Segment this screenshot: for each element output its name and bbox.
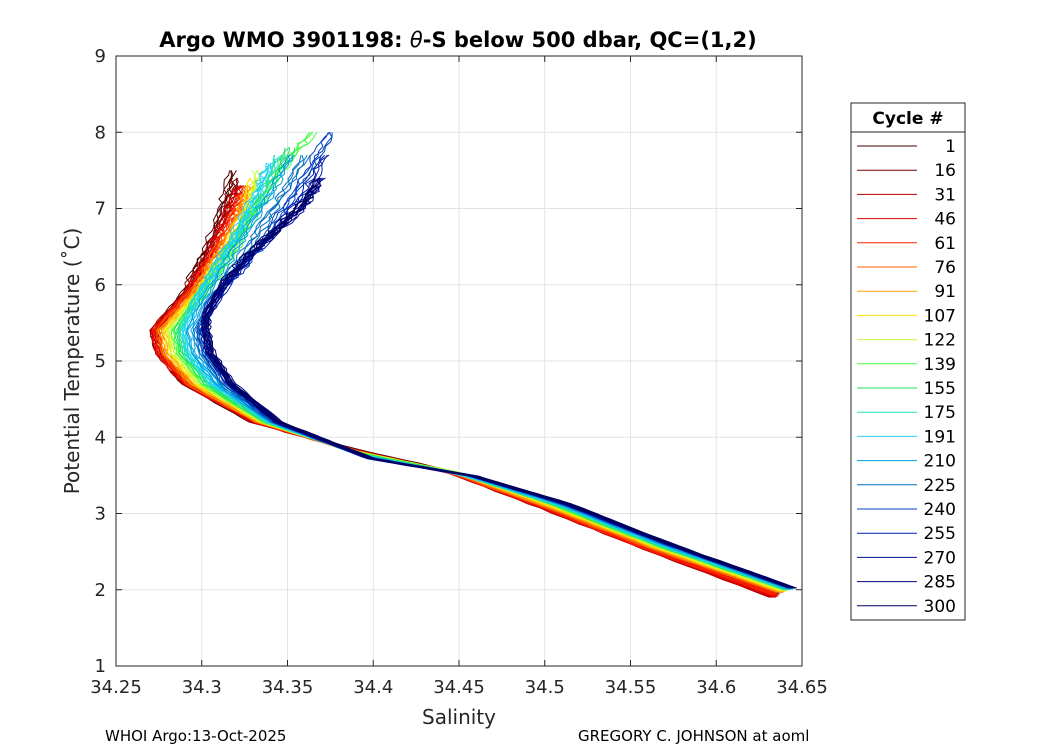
y-tick-label: 2 xyxy=(95,580,106,601)
x-tick-label: 34.3 xyxy=(182,677,222,698)
y-tick-label: 8 xyxy=(95,122,106,143)
legend-label: 61 xyxy=(934,234,956,254)
y-tick-label: 1 xyxy=(95,656,106,677)
series-line-210 xyxy=(187,154,790,590)
series-lines xyxy=(149,131,797,598)
legend-label: 122 xyxy=(924,331,956,351)
y-tick-label: 9 xyxy=(95,46,106,67)
legend-label: 107 xyxy=(924,306,956,326)
series-line-175 xyxy=(177,155,786,591)
series-line-91 xyxy=(160,185,781,593)
x-tick-label: 34.65 xyxy=(776,677,828,698)
series-line-300 xyxy=(200,177,791,589)
x-tick-label: 34.45 xyxy=(433,677,485,698)
chart-title: Argo WMO 3901198: θ-S below 500 dbar, QC… xyxy=(159,28,756,52)
x-tick-label: 34.5 xyxy=(525,677,565,698)
legend-label: 175 xyxy=(924,403,956,423)
legend-label: 210 xyxy=(924,452,956,472)
legend-label: 155 xyxy=(924,379,956,399)
legend-label: 270 xyxy=(924,548,956,568)
legend-label: 240 xyxy=(924,500,956,520)
series-line-46 xyxy=(151,185,772,598)
legend-label: 1 xyxy=(945,137,956,157)
series-line-76 xyxy=(155,185,777,594)
y-tick-label: 3 xyxy=(95,504,106,525)
legend-label: 255 xyxy=(924,524,956,544)
legend: Cycle # 1 16 31 46 61 76 91 107 122 139 155 175 191 2… xyxy=(850,102,966,621)
x-tick-label: 34.6 xyxy=(696,677,736,698)
series-line-76 xyxy=(156,185,779,594)
y-tick-label: 4 xyxy=(95,427,106,448)
series-line-300 xyxy=(202,177,793,589)
x-tick-label: 34.55 xyxy=(605,677,657,698)
x-tick-label: 34.35 xyxy=(262,677,314,698)
legend-label: 191 xyxy=(924,427,956,447)
legend-box xyxy=(850,102,966,621)
axis-ticks: 34.25 34.3 34.35 34.4 34.45 34.5 34.55 34.6 34.6… xyxy=(90,46,828,698)
legend-label: 76 xyxy=(934,258,956,278)
footer-right: GREGORY C. JOHNSON at aoml xyxy=(578,727,809,745)
x-axis-label: Salinity xyxy=(422,705,496,729)
legend-label: 31 xyxy=(934,185,956,205)
legend-label: 285 xyxy=(924,573,956,593)
legend-label: 139 xyxy=(924,355,956,375)
chart-title-pre: Argo WMO 3901198: xyxy=(159,28,410,52)
series-line-300 xyxy=(206,177,797,589)
chart-title-theta: θ xyxy=(410,28,423,52)
legend-label: 16 xyxy=(934,161,956,181)
x-tick-label: 34.25 xyxy=(90,677,142,698)
footer-left: WHOI Argo:13-Oct-2025 xyxy=(105,727,286,745)
y-tick-label: 7 xyxy=(95,199,106,220)
legend-label: 300 xyxy=(924,597,956,617)
y-tick-label: 6 xyxy=(95,275,106,296)
y-tick-label: 5 xyxy=(95,351,106,372)
chart-title-post: -S below 500 dbar, QC=(1,2) xyxy=(423,28,757,52)
legend-title: Cycle # xyxy=(872,109,943,129)
legend-label: 225 xyxy=(924,476,956,496)
y-axis-label: Potential Temperature (˚C) xyxy=(60,228,84,495)
series-300 xyxy=(200,177,797,589)
x-tick-label: 34.4 xyxy=(353,677,393,698)
legend-label: 46 xyxy=(934,210,956,230)
legend-label: 91 xyxy=(934,282,956,302)
